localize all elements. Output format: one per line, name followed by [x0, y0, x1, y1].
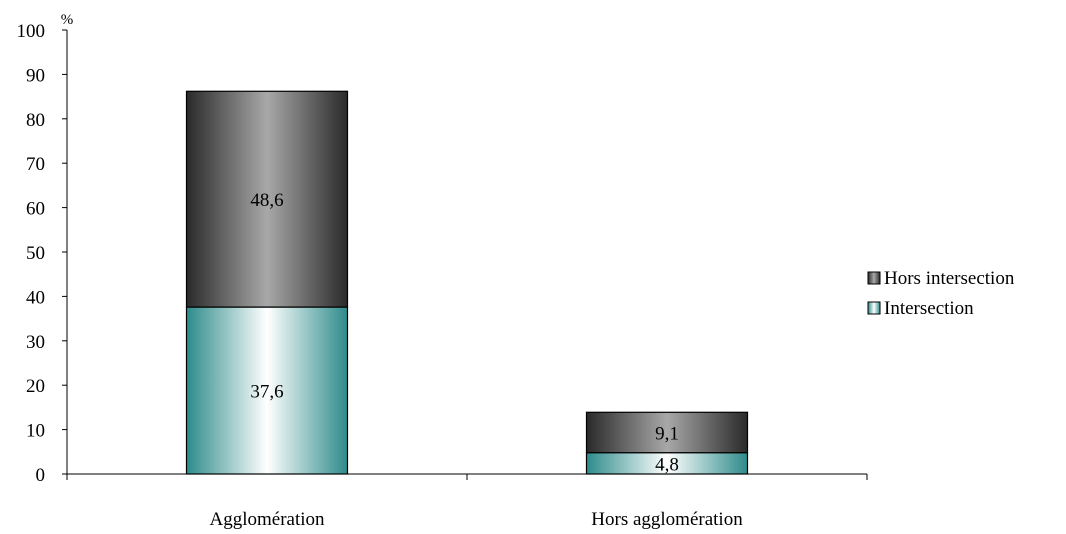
- y-tick-label-0: 0: [36, 465, 46, 486]
- bar-hors-intersection-hors-agglomeration: [585, 411, 749, 454]
- bar-hors-intersection-agglomeration: [185, 90, 349, 308]
- y-tick-label-100: 100: [17, 21, 46, 42]
- legend-label-intersection: Intersection: [884, 298, 974, 319]
- y-tick-label-90: 90: [26, 65, 45, 86]
- chart-axes: 0 10 20 30 40 50 60 70 80 90 100% Agglomération Hors…: [17, 12, 868, 530]
- x-category-label-hors-agglomeration: Hors agglomération: [591, 509, 743, 530]
- chart-bars: [185, 90, 749, 475]
- y-tick-label-50: 50: [26, 243, 45, 264]
- chart-data-labels: 37,6 48,6 4,8 9,1: [250, 190, 679, 475]
- bar-intersection-agglomeration: [185, 306, 349, 475]
- y-tick-label-60: 60: [26, 199, 45, 220]
- legend-swatch-intersection: [867, 301, 881, 315]
- y-tick-label-30: 30: [26, 332, 45, 353]
- y-tick-label-70: 70: [26, 154, 45, 175]
- y-tick-label-80: 80: [26, 110, 45, 131]
- legend-label-hors-intersection: Hors intersection: [884, 268, 1015, 289]
- data-label-hors-intersection-hors-agglomeration: 9,1: [655, 423, 679, 444]
- y-tick-label-40: 40: [26, 287, 45, 308]
- y-unit-label: %: [61, 12, 74, 28]
- x-category-label-agglomeration: Agglomération: [209, 509, 325, 530]
- chart-legend: Hors intersection Intersection: [867, 268, 1015, 319]
- y-tick-label-10: 10: [26, 421, 45, 442]
- data-label-intersection-hors-agglomeration: 4,8: [655, 454, 679, 475]
- legend-swatch-hors-intersection: [867, 271, 881, 285]
- data-label-hors-intersection-agglomeration: 48,6: [250, 190, 283, 211]
- data-label-intersection-agglomeration: 37,6: [250, 382, 283, 403]
- y-tick-label-20: 20: [26, 376, 45, 397]
